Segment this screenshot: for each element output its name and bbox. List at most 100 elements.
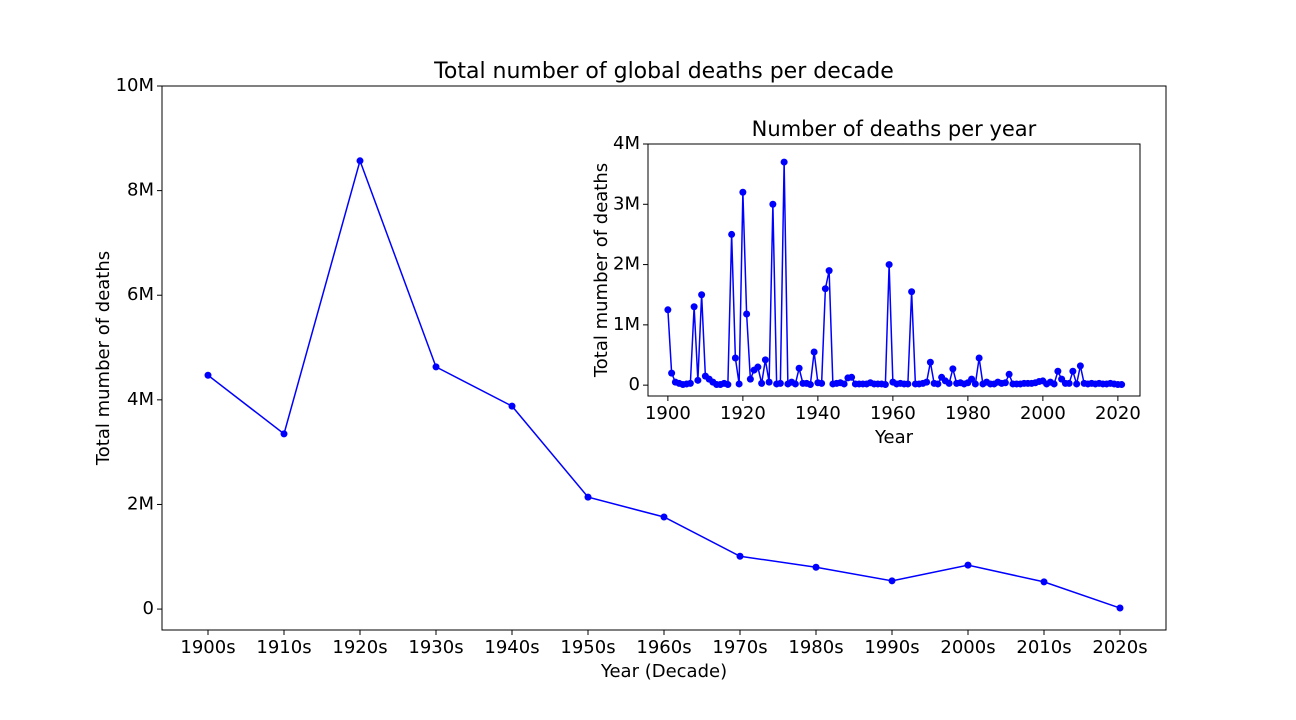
data-point [1050,380,1058,388]
chart-title: Number of deaths per year [752,117,1037,141]
x-tick-label: 2000s [940,637,995,658]
data-point [780,158,788,166]
data-point [818,379,826,387]
data-point [881,381,889,389]
data-point [660,513,668,521]
data-point [821,285,829,293]
data-point [204,371,212,379]
y-tick-label: 4M [613,133,640,154]
data-point [840,380,848,388]
x-tick-label: 1920 [720,403,766,424]
data-point [664,306,672,314]
data-point [949,365,957,373]
data-point [1076,362,1084,370]
x-tick-label: 1920s [332,637,387,658]
x-tick-label: 2010s [1016,637,1071,658]
data-point [1005,370,1013,378]
data-point [848,373,856,381]
x-tick-label: 1930s [408,637,463,658]
data-point [904,380,912,388]
data-point [754,363,762,371]
x-tick-label: 1960 [870,403,916,424]
chart-title: Total number of global deaths per decade [433,59,894,84]
data-point [769,200,777,208]
x-tick-label: 2020 [1095,403,1141,424]
data-point [280,430,288,438]
data-point [746,375,754,383]
data-point [825,267,833,275]
data-point [736,552,744,560]
data-point [806,381,814,389]
plot-area [647,143,1141,397]
x-axis-label: Year [874,427,914,448]
y-tick-label: 10M [116,75,154,96]
x-tick-label: 1990s [864,637,919,658]
y-axis-label: Total mumber of deaths [591,163,612,378]
x-tick-label: 1970s [712,637,767,658]
x-tick-label: 1940s [484,637,539,658]
x-tick-label: 1950s [560,637,615,658]
x-tick-label: 2000 [1020,403,1066,424]
x-tick-label: 1960s [636,637,691,658]
data-point [888,577,896,585]
y-tick-label: 3M [613,193,640,214]
x-tick-label: 1940 [795,403,841,424]
y-tick-label: 0 [143,598,154,619]
data-point [791,380,799,388]
y-tick-label: 0 [629,374,640,395]
data-point [735,380,743,388]
x-tick-label: 1900 [645,403,691,424]
data-point [1116,604,1124,612]
data-point [1118,381,1126,389]
x-tick-label: 1910s [256,637,311,658]
data-point [694,376,702,384]
data-point [964,561,972,569]
data-point [508,402,516,410]
data-point [926,358,934,366]
data-point [668,369,676,377]
data-point [812,563,820,571]
data-point [885,261,893,269]
data-point [731,354,739,362]
data-point [975,354,983,362]
data-point [908,288,916,296]
data-point [1073,380,1081,388]
data-point [765,378,773,386]
data-point [686,379,694,387]
data-point [1069,367,1077,375]
data-point [698,291,706,299]
data-point [945,379,953,387]
data-point [810,348,818,356]
data-point [795,364,803,372]
y-tick-label: 1M [613,314,640,335]
x-tick-label: 1980 [945,403,991,424]
data-point [971,380,979,388]
y-tick-label: 8M [127,180,154,201]
data-point [1001,379,1009,387]
data-point [584,493,592,501]
data-point [776,379,784,387]
x-tick-label: 2020s [1092,637,1147,658]
y-tick-label: 2M [127,493,154,514]
data-point [934,380,942,388]
y-axis-label: Total mumber of deaths [93,251,114,466]
y-tick-label: 2M [613,254,640,275]
data-point [743,310,751,318]
data-point [739,188,747,196]
data-point [1054,367,1062,375]
data-point [728,230,736,238]
x-tick-label: 1900s [180,637,235,658]
data-point [690,303,698,311]
y-tick-label: 4M [127,389,154,410]
data-point [432,363,440,371]
data-point [1065,379,1073,387]
data-point [758,379,766,387]
data-point [968,375,976,383]
data-point [724,381,732,389]
x-axis-label: Year (Decade) [600,661,727,682]
x-tick-label: 1980s [788,637,843,658]
data-point [923,378,931,386]
y-tick-label: 6M [127,284,154,305]
data-point [761,356,769,364]
